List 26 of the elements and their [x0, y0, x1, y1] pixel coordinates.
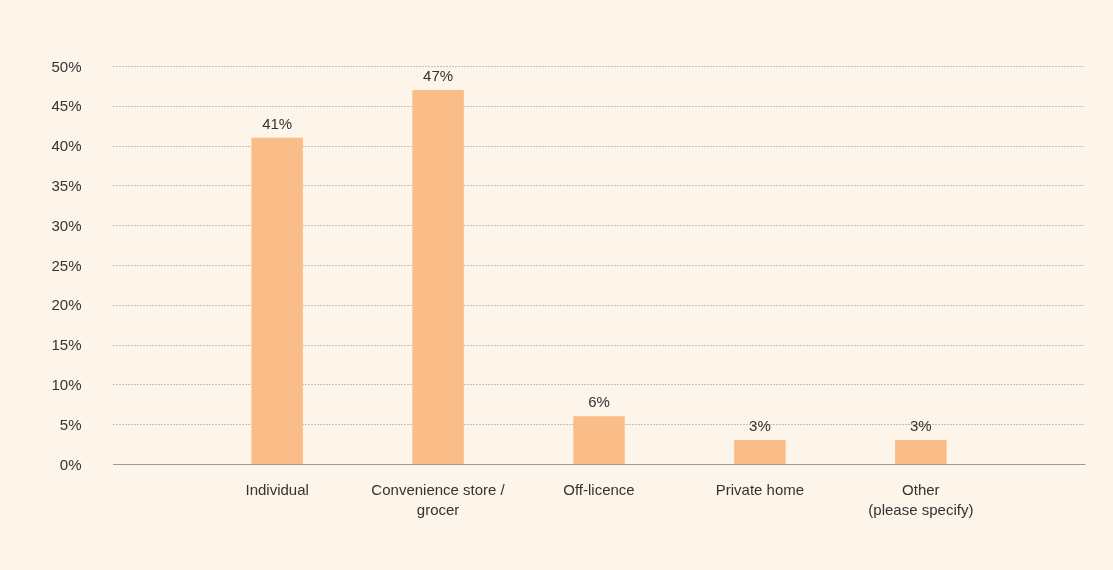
- x-tick-label: Other (please specify): [868, 480, 974, 518]
- bar: [895, 440, 947, 464]
- y-tick-label: 0%: [59, 455, 82, 473]
- x-tick-label: Private home: [715, 480, 805, 498]
- y-tick-label: 45%: [51, 97, 82, 115]
- data-label: 41%: [262, 114, 293, 132]
- data-label: 6%: [588, 393, 610, 411]
- y-tick-label: 5%: [59, 415, 82, 433]
- x-tick-label: Convenience store / grocer: [371, 480, 506, 518]
- y-tick-label: 25%: [51, 256, 82, 274]
- y-tick-label: 30%: [51, 216, 82, 234]
- data-label: 3%: [749, 417, 771, 435]
- y-tick-label: 20%: [51, 296, 82, 314]
- data-label: 3%: [910, 417, 932, 435]
- y-tick-label: 35%: [51, 176, 82, 194]
- y-tick-label: 15%: [51, 336, 82, 354]
- x-tick-label: Individual: [245, 480, 309, 498]
- y-tick-label: 50%: [51, 57, 82, 75]
- bar: [734, 440, 786, 464]
- y-tick-label: 10%: [51, 375, 82, 393]
- data-label: 47%: [423, 66, 454, 84]
- y-tick-label: 40%: [51, 137, 82, 155]
- x-tick-label: Off-licence: [563, 480, 635, 498]
- bar: [412, 89, 464, 464]
- bar: [573, 416, 625, 464]
- bar: [251, 137, 303, 464]
